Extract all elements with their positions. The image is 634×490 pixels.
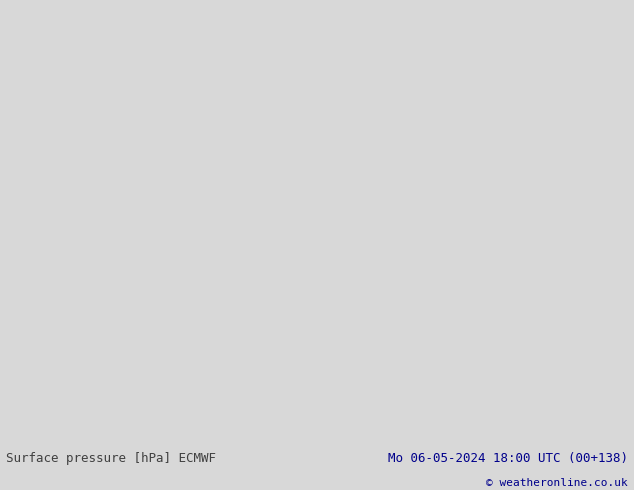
Text: © weatheronline.co.uk: © weatheronline.co.uk bbox=[486, 478, 628, 488]
Text: Surface pressure [hPa] ECMWF: Surface pressure [hPa] ECMWF bbox=[6, 452, 216, 465]
Text: Mo 06-05-2024 18:00 UTC (00+138): Mo 06-05-2024 18:00 UTC (00+138) bbox=[387, 452, 628, 465]
